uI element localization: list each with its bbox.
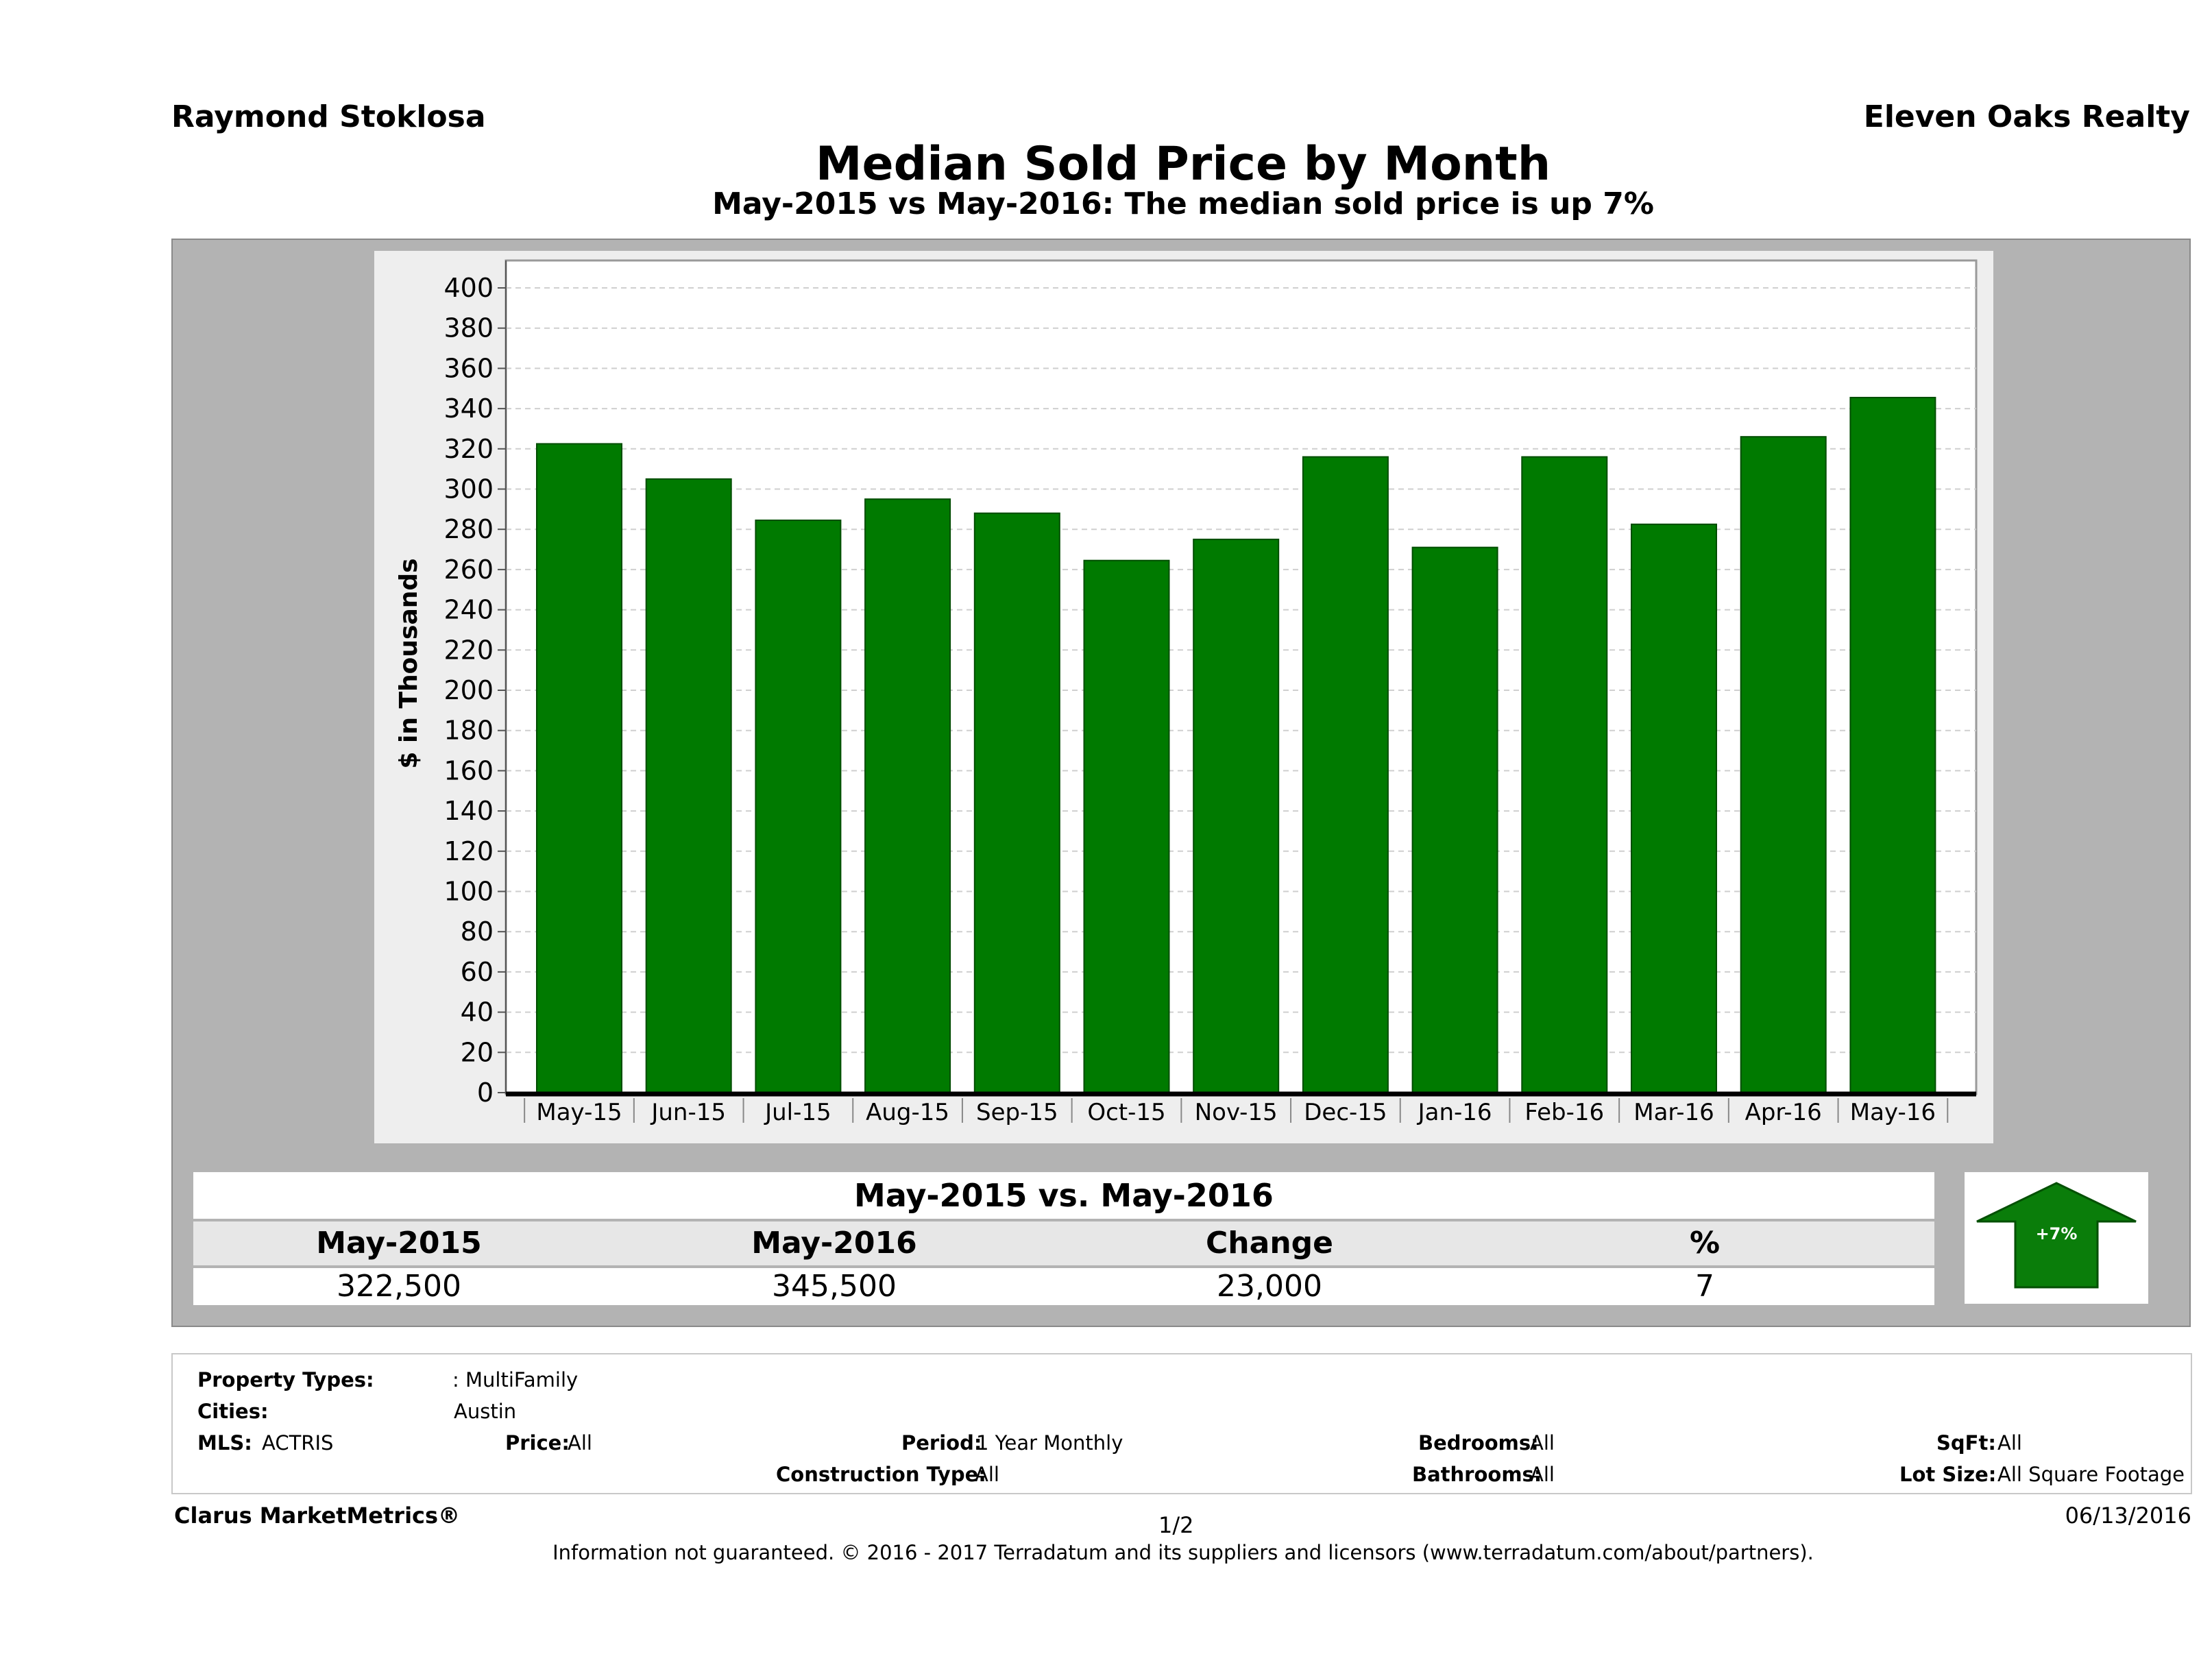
x-tick-label: Oct-15 <box>1087 1099 1165 1126</box>
bar-feb-16 <box>1521 456 1608 1094</box>
bar-may-16 <box>1849 396 1936 1093</box>
bathrooms-label: Bathrooms: <box>1412 1463 1542 1486</box>
bar-jun-15 <box>645 478 732 1093</box>
y-tick-label: 280 <box>443 514 494 544</box>
x-tick-label: May-15 <box>536 1099 622 1126</box>
cities-label: Cities: <box>197 1400 269 1423</box>
property-types-label: Property Types: <box>197 1368 374 1391</box>
bedrooms-label: Bedrooms: <box>1418 1431 1539 1455</box>
period-value: 1 Year Monthly <box>976 1431 1123 1455</box>
disclaimer: Information not guaranteed. © 2016 - 201… <box>552 1541 1814 1564</box>
x-tick-label: Jul-15 <box>764 1099 831 1126</box>
brokerage-name: Eleven Oaks Realty <box>1863 99 2190 134</box>
summary-col-percent: % <box>1689 1226 1721 1261</box>
x-tick-label: Feb-16 <box>1524 1099 1604 1126</box>
y-tick-label: 300 <box>443 474 494 504</box>
x-tick-label: Aug-15 <box>866 1099 949 1126</box>
up-arrow-icon: +7% <box>1976 1182 2137 1289</box>
mls-label: MLS: <box>197 1431 252 1455</box>
y-tick-label: 100 <box>443 877 494 907</box>
bar-jul-15 <box>755 519 842 1093</box>
agent-name: Raymond Stoklosa <box>171 99 486 134</box>
y-tick-label: 340 <box>443 393 494 424</box>
summary-col-change: Change <box>1206 1226 1333 1261</box>
y-tick-label: 60 <box>461 957 494 987</box>
y-tick-label: 20 <box>461 1037 494 1067</box>
summary-col-may2016: May-2016 <box>751 1226 917 1261</box>
construction-type-label: Construction Type: <box>776 1463 986 1486</box>
bar-nov-15 <box>1193 538 1280 1093</box>
period-label: Period: <box>901 1431 982 1455</box>
summary-value-change: 23,000 <box>1217 1269 1322 1304</box>
sqft-value: All <box>1997 1431 2022 1455</box>
y-tick-label: 400 <box>443 273 494 303</box>
x-tick-label: Jun-15 <box>650 1099 726 1126</box>
change-badge-label: +7% <box>2036 1224 2078 1243</box>
summary-values-row: 322,500 345,500 23,000 7 <box>193 1268 1934 1305</box>
bar-dec-15 <box>1302 456 1389 1094</box>
bedrooms-value: All <box>1530 1431 1555 1455</box>
lot-size-value: All Square Footage <box>1997 1463 2185 1486</box>
bar-aug-15 <box>864 498 951 1093</box>
bar-oct-15 <box>1083 559 1170 1093</box>
y-tick-label: 320 <box>443 434 494 464</box>
y-tick-label: 240 <box>443 595 494 625</box>
change-badge: +7% <box>1965 1172 2148 1304</box>
summary-heading: May-2015 vs. May-2016 <box>193 1172 1934 1219</box>
x-tick-label: Apr-16 <box>1745 1099 1822 1126</box>
summary-column-headers: May-2015 May-2016 Change % <box>193 1221 1934 1265</box>
page-number: 1/2 <box>1158 1512 1194 1538</box>
report-date: 06/13/2016 <box>2065 1503 2191 1529</box>
bathrooms-value: All <box>1530 1463 1555 1486</box>
price-label: Price: <box>505 1431 570 1455</box>
lot-size-label: Lot Size: <box>1899 1463 1997 1486</box>
y-tick-label: 120 <box>443 836 494 866</box>
sqft-label: SqFt: <box>1936 1431 1996 1455</box>
y-tick-label: 160 <box>443 755 494 786</box>
y-tick-label: 200 <box>443 675 494 705</box>
y-tick-label: 0 <box>477 1078 494 1108</box>
y-tick-label: 180 <box>443 716 494 746</box>
y-tick-label: 380 <box>443 313 494 343</box>
summary-value-may2016: 345,500 <box>772 1269 897 1304</box>
bar-may-15 <box>536 443 622 1093</box>
cities-value: Austin <box>454 1400 517 1423</box>
y-axis-label: $ in Thousands <box>395 558 423 768</box>
x-tick-label: Jan-16 <box>1417 1099 1492 1126</box>
price-value: All <box>568 1431 592 1455</box>
x-tick-label: Dec-15 <box>1304 1099 1387 1126</box>
report-subtitle: May-2015 vs May-2016: The median sold pr… <box>712 186 1654 221</box>
x-tick-label: Nov-15 <box>1195 1099 1278 1126</box>
bar-mar-16 <box>1631 523 1717 1093</box>
y-tick-label: 260 <box>443 555 494 585</box>
y-tick-label: 80 <box>461 916 494 947</box>
y-tick-label: 40 <box>461 997 494 1028</box>
construction-type-value: All <box>975 1463 999 1486</box>
x-tick-label: May-16 <box>1850 1099 1936 1126</box>
mls-value: ACTRIS <box>262 1431 334 1455</box>
y-tick-label: 360 <box>443 353 494 383</box>
summary-col-may2015: May-2015 <box>316 1226 482 1261</box>
summary-value-percent: 7 <box>1695 1269 1714 1304</box>
summary-value-may2015: 322,500 <box>337 1269 461 1304</box>
bar-jan-16 <box>1411 546 1498 1093</box>
property-types-value: : MultiFamily <box>452 1368 579 1391</box>
report-title: Median Sold Price by Month <box>815 137 1551 191</box>
bar-chart: 0 20 40 60 80 100 120 140 160 180 200 220 240 260 280 3… <box>395 259 1978 1126</box>
bar-apr-16 <box>1740 436 1827 1093</box>
filter-criteria: Property Types: : MultiFamily Cities: Au… <box>171 1353 2192 1494</box>
y-tick-label: 140 <box>443 796 494 826</box>
y-tick-label: 220 <box>443 635 494 665</box>
footer-brand: Clarus MarketMetrics® <box>174 1503 461 1529</box>
x-tick-label: Sep-15 <box>976 1099 1058 1126</box>
bar-sep-15 <box>973 512 1060 1094</box>
x-tick-label: Mar-16 <box>1633 1099 1714 1126</box>
